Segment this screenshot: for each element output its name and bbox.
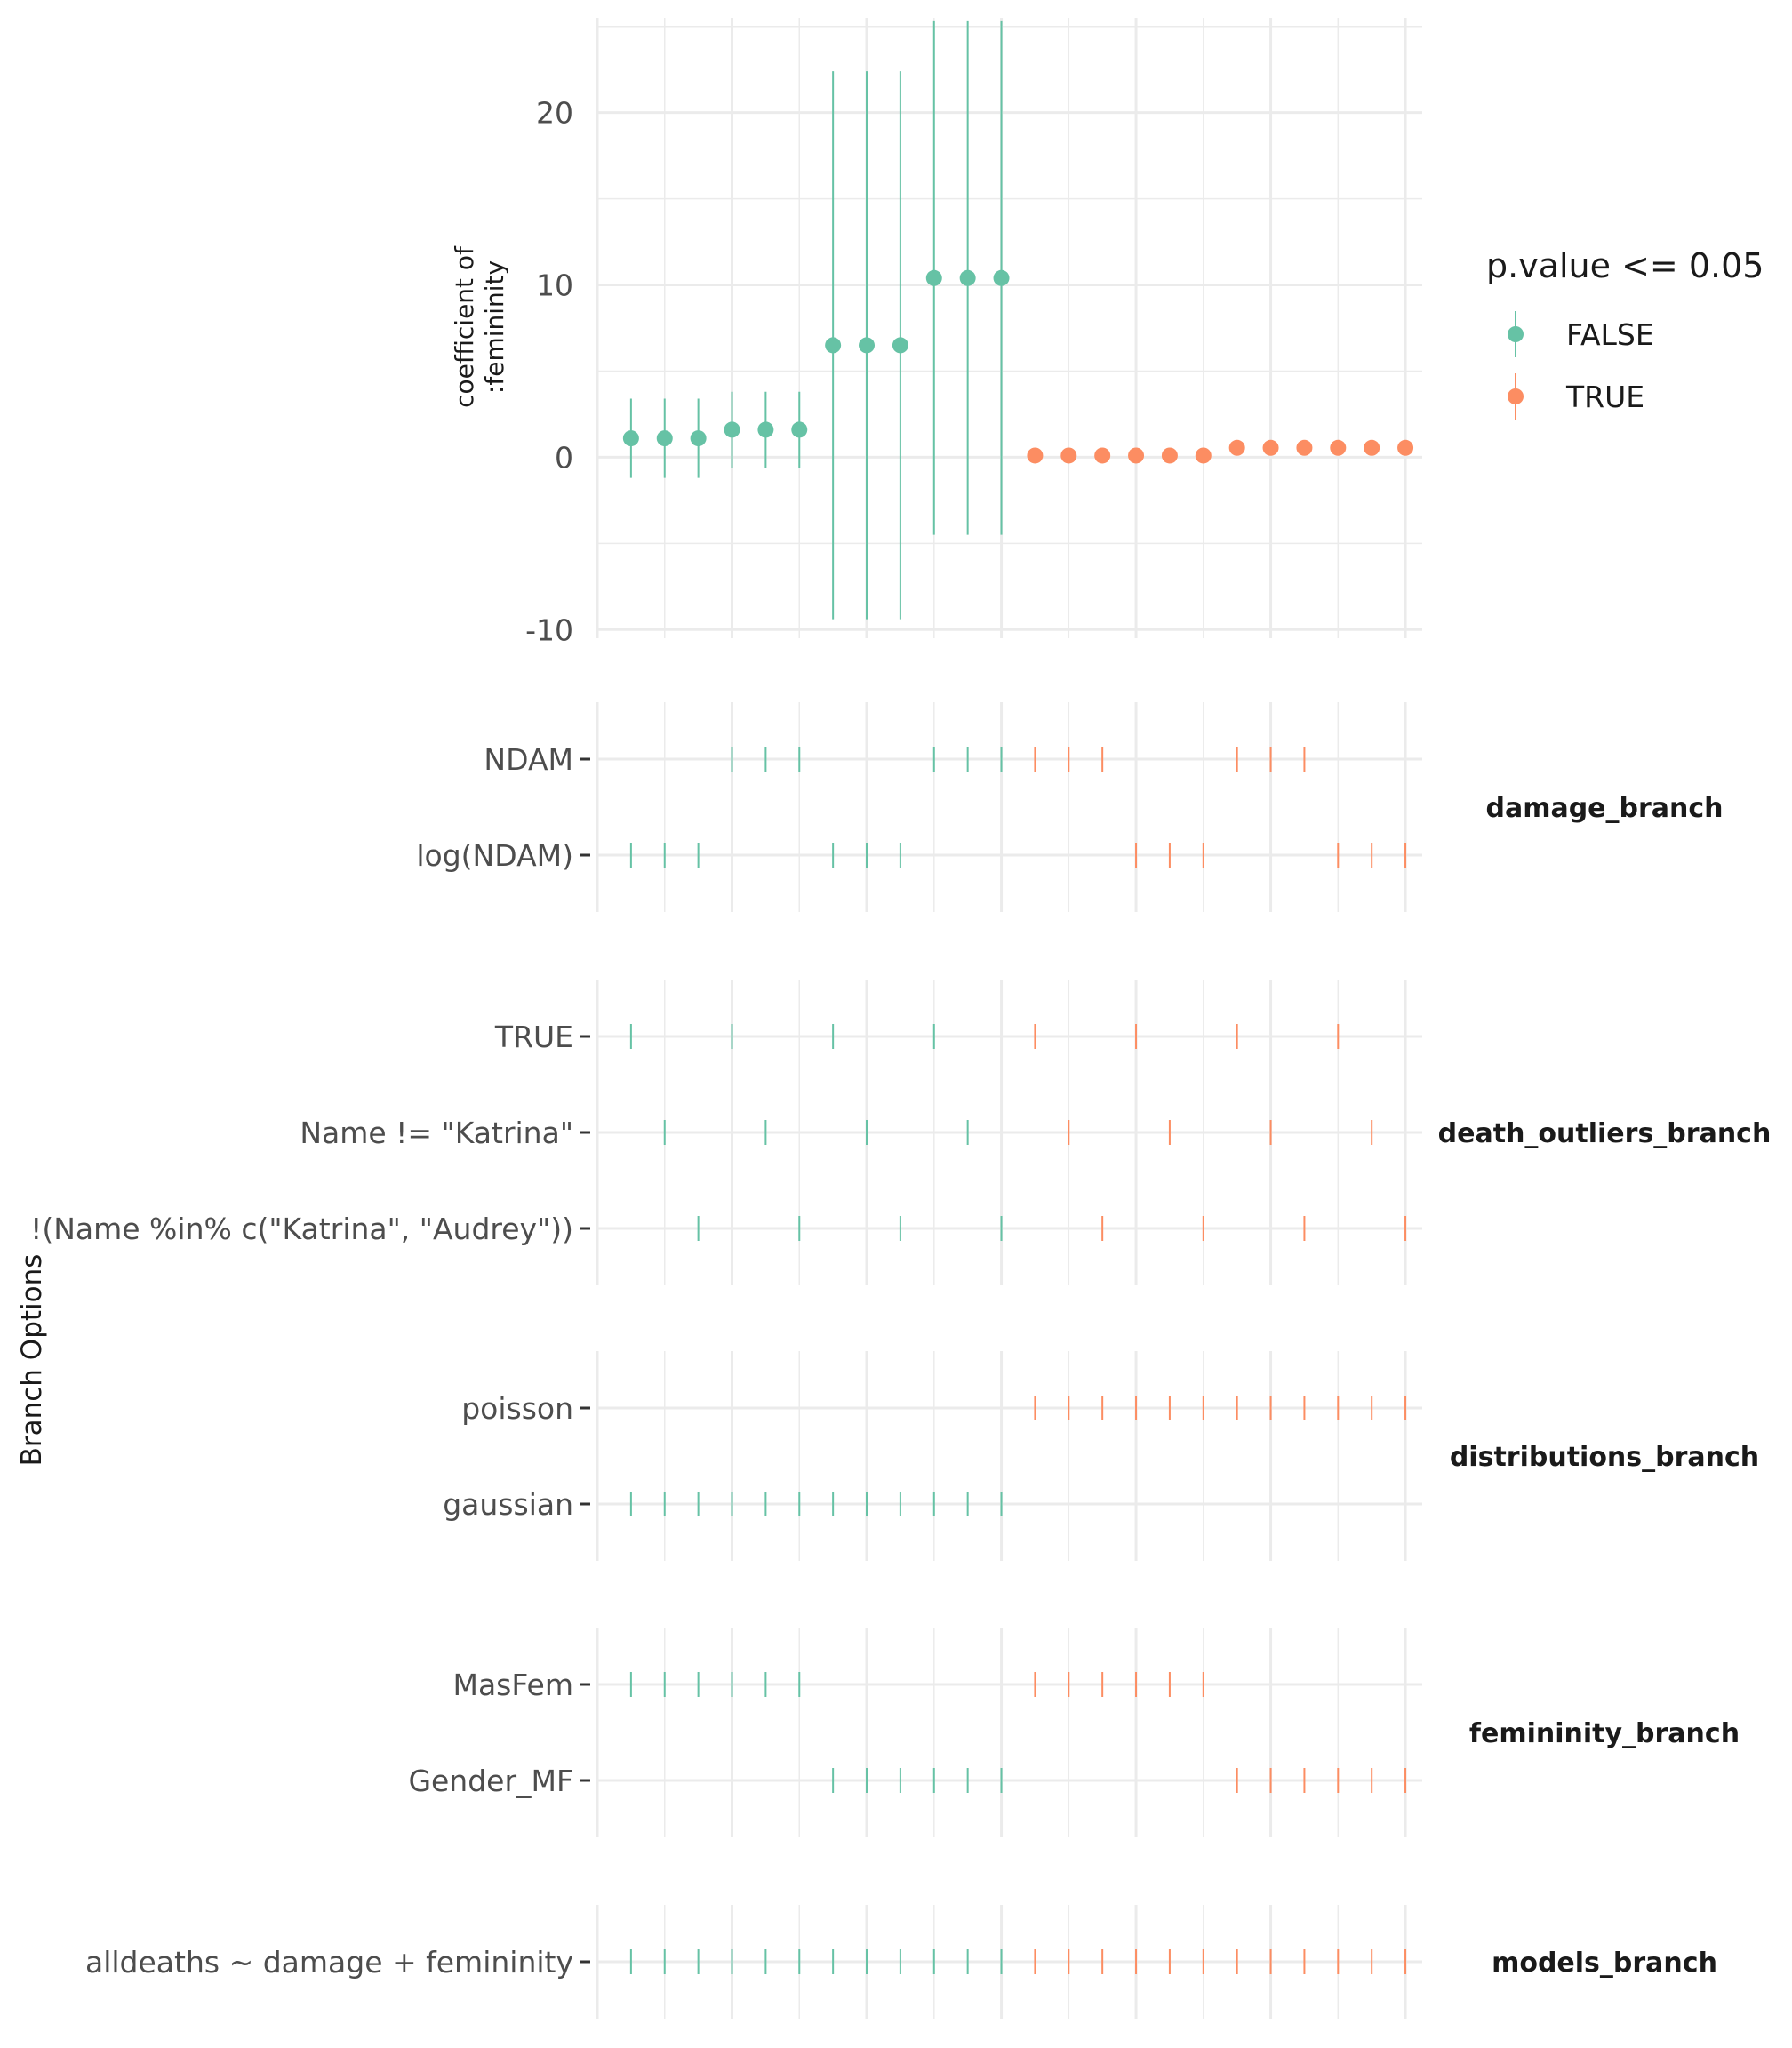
branch-level-label: Name != "Katrina" [300, 1116, 573, 1150]
coefficient-point [622, 430, 639, 447]
branch-strip-label: femininity_branch [1469, 1718, 1740, 1749]
branch-options-axis-label: Branch Options [16, 1254, 48, 1467]
coefficient-point [757, 421, 774, 438]
legend: p.value <= 0.05 FALSE TRUE [1486, 246, 1764, 420]
y-tick-label: -10 [525, 612, 573, 647]
branch-panel-death_outliers_branch: TRUE Name != "Katrina" !(Name %in% c("Katr… [30, 980, 1771, 1285]
coefficient-point [925, 269, 942, 286]
coefficient-point [1262, 439, 1279, 456]
branch-strip-label: damage_branch [1485, 793, 1723, 824]
coefficient-gridlines [596, 18, 1422, 638]
coefficient-axis-label: coefficient of:femininity [450, 245, 509, 408]
branch-level-label: MasFem [452, 1668, 573, 1702]
coefficient-axis-label-line1: coefficient of [450, 245, 479, 408]
branch-level-label: TRUE [494, 1020, 573, 1054]
coefficient-point [825, 337, 842, 354]
coefficient-point [959, 269, 976, 286]
y-tick-label: 0 [555, 440, 573, 475]
branch-level-label: Gender_MF [408, 1764, 573, 1798]
legend-key-point [1508, 388, 1524, 404]
coefficient-point [1195, 447, 1212, 464]
legend-title: p.value <= 0.05 [1486, 246, 1764, 285]
branch-level-label: poisson [461, 1391, 573, 1426]
legend-key-point [1508, 326, 1524, 342]
branch-level-label: NDAM [484, 742, 573, 777]
coefficient-point [993, 269, 1010, 286]
coefficient-axis-label-line2: :femininity [480, 260, 509, 394]
coefficient-point [1027, 447, 1044, 464]
legend-entry-label: FALSE [1566, 317, 1654, 352]
coefficient-point [1060, 447, 1077, 464]
coefficient-point [1364, 439, 1380, 456]
coefficient-point [791, 421, 808, 438]
coefficient-point [859, 337, 876, 354]
coefficient-points [622, 20, 1414, 620]
coefficient-point [1397, 439, 1414, 456]
coefficient-point [1296, 439, 1313, 456]
branch-panel-distributions_branch: poisson gaussian distributions_branch [443, 1351, 1759, 1561]
branch-strip-label: distributions_branch [1450, 1442, 1759, 1473]
coefficient-point [1128, 447, 1145, 464]
branch-panel-femininity_branch: MasFem Gender_MF femininity_branch [408, 1628, 1740, 1837]
branch-strip-label: models_branch [1492, 1948, 1717, 1979]
branch-level-label: !(Name %in% c("Katrina", "Audrey")) [30, 1212, 573, 1246]
coefficient-point [1330, 439, 1347, 456]
y-tick-label: 10 [536, 268, 573, 303]
y-tick-label: 20 [536, 96, 573, 131]
coefficient-point [656, 430, 673, 447]
legend-entry-label: TRUE [1565, 380, 1644, 414]
branch-panel-models_branch: alldeaths ~ damage + femininity models_br… [85, 1905, 1717, 2019]
coefficient-point [690, 430, 707, 447]
branch-option-panels: NDAM log(NDAM) damage_branch TRUE Name != "K… [30, 702, 1771, 2019]
branch-level-label: alldeaths ~ damage + femininity [85, 1945, 573, 1980]
branch-panel-damage_branch: NDAM log(NDAM) damage_branch [416, 702, 1724, 912]
coefficient-point [892, 337, 908, 354]
branch-level-label: gaussian [443, 1487, 573, 1522]
coefficient-point [724, 421, 740, 438]
coefficient-point [1094, 447, 1111, 464]
branch-strip-label: death_outliers_branch [1438, 1118, 1772, 1149]
branch-level-label: log(NDAM) [416, 838, 573, 873]
coefficient-point [1228, 439, 1245, 456]
coefficient-point [1161, 447, 1178, 464]
coefficient-panel: -10 0 10 20 coefficient of:femininity [450, 18, 1422, 647]
